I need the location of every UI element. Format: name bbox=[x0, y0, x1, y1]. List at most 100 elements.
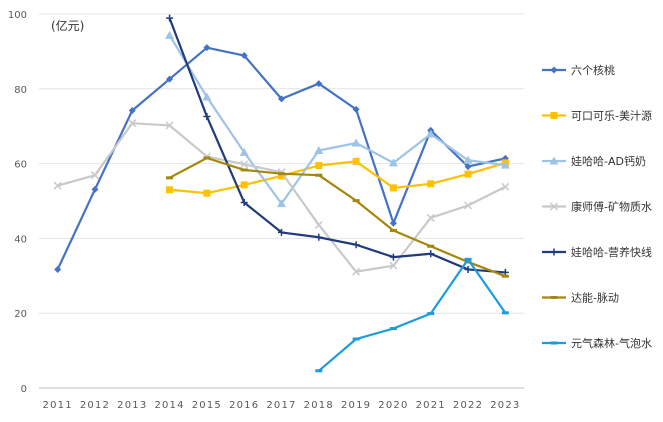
data-point bbox=[464, 257, 472, 261]
legend-item: 元气森林-气泡水 bbox=[542, 336, 652, 350]
data-point bbox=[501, 182, 510, 191]
data-point bbox=[239, 147, 249, 156]
data-point bbox=[315, 173, 323, 177]
legend-item: 六个核桃 bbox=[542, 63, 615, 77]
x-tick-label: 2020 bbox=[378, 400, 408, 411]
data-point bbox=[464, 170, 472, 178]
legend-marker bbox=[549, 202, 559, 211]
series-7 bbox=[315, 257, 509, 373]
data-point bbox=[352, 199, 360, 203]
legend-item: 康师傅-矿物质水 bbox=[542, 200, 652, 214]
data-point bbox=[464, 265, 472, 273]
x-tick-label: 2012 bbox=[80, 400, 110, 411]
data-point bbox=[240, 160, 249, 169]
data-point bbox=[500, 160, 510, 169]
series-line bbox=[56, 46, 506, 270]
data-point bbox=[315, 369, 323, 373]
y-tick-label: 20 bbox=[14, 309, 27, 320]
series-line bbox=[168, 17, 506, 274]
data-point bbox=[240, 181, 248, 189]
grid-lines bbox=[39, 13, 524, 314]
data-point bbox=[166, 14, 174, 22]
data-point bbox=[166, 176, 174, 180]
legend-marker bbox=[550, 112, 558, 119]
data-point bbox=[352, 241, 360, 249]
data-point bbox=[389, 261, 398, 270]
unit-label: (亿元) bbox=[51, 18, 84, 33]
series-line bbox=[168, 34, 506, 205]
data-point bbox=[165, 121, 174, 130]
data-point bbox=[314, 220, 323, 229]
legend-item: 娃哈哈-AD钙奶 bbox=[542, 154, 646, 168]
y-tick-label: 60 bbox=[14, 160, 27, 171]
x-tick-label: 2015 bbox=[192, 400, 222, 411]
data-point bbox=[277, 199, 286, 208]
legend-marker bbox=[550, 66, 558, 74]
y-tick-label: 80 bbox=[14, 85, 27, 96]
x-tick-label: 2021 bbox=[416, 400, 446, 411]
x-tick-label: 2016 bbox=[229, 400, 259, 411]
series-line bbox=[169, 160, 506, 195]
data-point bbox=[203, 44, 211, 52]
series-layer bbox=[53, 14, 510, 373]
legend-marker bbox=[550, 341, 558, 345]
data-point bbox=[166, 75, 174, 83]
y-tick-label: 0 bbox=[21, 384, 27, 395]
legend-label: 六个核桃 bbox=[571, 63, 615, 77]
data-point bbox=[166, 186, 174, 194]
series-line bbox=[169, 156, 506, 278]
data-point bbox=[315, 233, 323, 241]
data-point bbox=[315, 80, 323, 88]
x-tick-label: 2022 bbox=[453, 400, 483, 411]
data-point bbox=[427, 312, 435, 316]
legend-label: 达能-脉动 bbox=[571, 291, 619, 305]
series-4 bbox=[53, 119, 510, 276]
data-point bbox=[427, 244, 435, 248]
legend-label: 娃哈哈-AD钙奶 bbox=[571, 154, 646, 168]
y-tick-label: 100 bbox=[8, 10, 27, 21]
x-tick-label: 2017 bbox=[266, 400, 296, 411]
legend-item: 可口可乐-美汁源 bbox=[542, 109, 652, 123]
x-tick-label: 2014 bbox=[154, 400, 184, 411]
y-tick-label: 40 bbox=[14, 234, 27, 245]
data-point bbox=[352, 267, 361, 276]
data-point bbox=[501, 311, 509, 315]
data-point bbox=[464, 201, 473, 210]
legend-marker bbox=[550, 296, 558, 299]
y-tick-labels: 0 20 40 60 80 100 bbox=[8, 10, 27, 395]
legend-marker bbox=[549, 156, 559, 165]
x-tick-label: 2018 bbox=[304, 400, 334, 411]
data-point bbox=[464, 260, 472, 264]
data-point bbox=[54, 265, 62, 273]
data-point bbox=[91, 185, 99, 193]
data-point bbox=[352, 337, 360, 341]
data-point bbox=[314, 146, 324, 155]
data-point bbox=[278, 95, 285, 103]
data-point bbox=[278, 172, 285, 180]
data-point bbox=[278, 228, 285, 236]
series-3 bbox=[165, 30, 510, 208]
data-point bbox=[389, 184, 397, 192]
data-point bbox=[240, 52, 248, 60]
x-tick-label: 2019 bbox=[341, 400, 371, 411]
legend: 六个核桃可口可乐-美汁源娃哈哈-AD钙奶康师傅-矿物质水娃哈哈-营养快线达能-脉… bbox=[542, 63, 652, 350]
series-line bbox=[318, 258, 507, 372]
legend-marker bbox=[550, 248, 558, 256]
series-6 bbox=[166, 156, 509, 278]
data-point bbox=[240, 198, 248, 206]
legend-label: 元气森林-气泡水 bbox=[571, 336, 652, 350]
data-point bbox=[203, 112, 211, 120]
data-point bbox=[128, 106, 136, 114]
data-point bbox=[128, 119, 137, 128]
legend-item: 娃哈哈-营养快线 bbox=[542, 245, 652, 259]
data-point bbox=[389, 253, 397, 261]
data-point bbox=[352, 105, 360, 113]
legend-label: 可口可乐-美汁源 bbox=[571, 109, 652, 123]
data-point bbox=[426, 129, 436, 138]
data-point bbox=[352, 157, 360, 165]
data-point bbox=[464, 163, 472, 171]
data-point bbox=[426, 213, 435, 222]
data-point bbox=[427, 250, 435, 258]
data-point bbox=[389, 327, 397, 331]
